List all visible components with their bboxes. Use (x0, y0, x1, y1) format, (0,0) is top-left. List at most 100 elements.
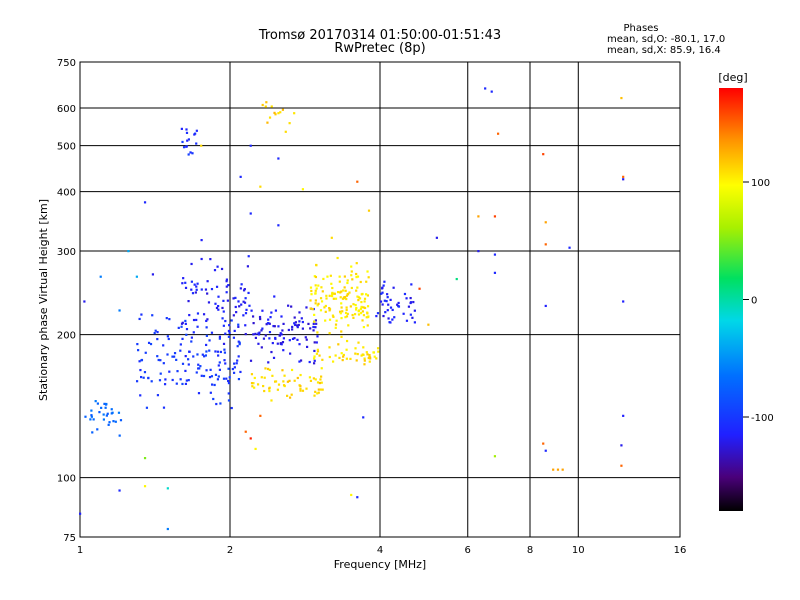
data-point (237, 325, 240, 328)
data-point (359, 311, 363, 315)
data-point (269, 316, 272, 319)
data-point (344, 311, 348, 315)
data-point (236, 359, 239, 362)
data-point (330, 236, 333, 239)
data-point (312, 357, 316, 360)
data-point (90, 415, 93, 418)
data-point (342, 296, 346, 299)
data-point (233, 366, 236, 369)
data-point (177, 326, 180, 329)
data-point (335, 319, 338, 322)
data-point (332, 315, 335, 318)
data-point (301, 389, 305, 392)
data-point (297, 323, 300, 327)
x-tick-label: 1 (77, 545, 83, 556)
data-point (223, 359, 226, 362)
data-point (336, 256, 339, 260)
y-tick-label: 750 (57, 58, 76, 69)
data-point (208, 339, 211, 342)
data-point (222, 377, 226, 380)
data-point (239, 370, 242, 374)
data-point (227, 335, 231, 338)
data-point (225, 280, 228, 283)
y-tick-label: 400 (57, 188, 76, 199)
data-point (149, 342, 153, 346)
data-point (282, 337, 286, 340)
data-point (227, 399, 231, 402)
data-point (206, 292, 209, 295)
data-point (350, 286, 353, 290)
data-point (151, 314, 154, 317)
data-point (363, 297, 367, 300)
data-point (144, 351, 147, 354)
data-point (233, 329, 236, 332)
data-point (346, 281, 349, 285)
data-point (219, 402, 222, 405)
data-point (291, 337, 295, 340)
data-point (366, 324, 369, 327)
data-point (139, 394, 142, 397)
data-point (277, 157, 280, 160)
data-point (281, 341, 285, 344)
data-point (620, 96, 623, 100)
data-point (542, 153, 545, 156)
data-point (159, 359, 162, 362)
data-point (305, 345, 309, 349)
data-point (225, 278, 229, 281)
data-point (207, 301, 211, 304)
data-point (376, 312, 380, 315)
data-point (350, 265, 353, 268)
data-point (268, 387, 271, 390)
data-point (182, 146, 186, 149)
data-point (79, 512, 82, 515)
data-point (405, 319, 409, 322)
data-point (260, 346, 263, 349)
data-point (330, 282, 333, 285)
data-point (291, 328, 294, 331)
data-point (348, 291, 351, 294)
data-point (351, 278, 354, 281)
data-point (299, 359, 303, 362)
data-point (278, 334, 282, 337)
data-point (365, 293, 368, 296)
data-point (186, 139, 189, 142)
data-point (209, 368, 212, 371)
data-point (268, 368, 271, 372)
data-point (184, 281, 187, 284)
data-point (385, 300, 388, 303)
data-point (222, 310, 225, 313)
data-point (215, 285, 219, 288)
data-point (340, 330, 343, 333)
data-point (316, 304, 319, 307)
data-point (366, 294, 370, 297)
data-point (279, 332, 282, 335)
data-point (317, 388, 320, 391)
data-point (324, 304, 327, 308)
data-point (225, 291, 228, 294)
data-point (391, 308, 394, 312)
data-point (273, 111, 276, 115)
data-point (397, 305, 401, 308)
data-point (112, 420, 115, 423)
data-point (254, 332, 257, 335)
data-point (266, 121, 269, 124)
data-point (298, 311, 301, 314)
data-point (181, 337, 184, 340)
data-point (190, 336, 193, 339)
data-point (216, 378, 220, 381)
data-point (140, 313, 143, 316)
data-point (182, 277, 185, 280)
data-point (249, 359, 253, 362)
data-point (249, 437, 252, 440)
data-point (345, 297, 348, 301)
data-point (202, 313, 206, 316)
data-point (345, 306, 348, 309)
data-point (164, 378, 167, 381)
data-point (345, 308, 348, 312)
data-point (244, 312, 248, 315)
data-point (309, 299, 312, 302)
data-point (184, 319, 187, 323)
data-point (286, 380, 289, 383)
data-point (411, 316, 414, 319)
